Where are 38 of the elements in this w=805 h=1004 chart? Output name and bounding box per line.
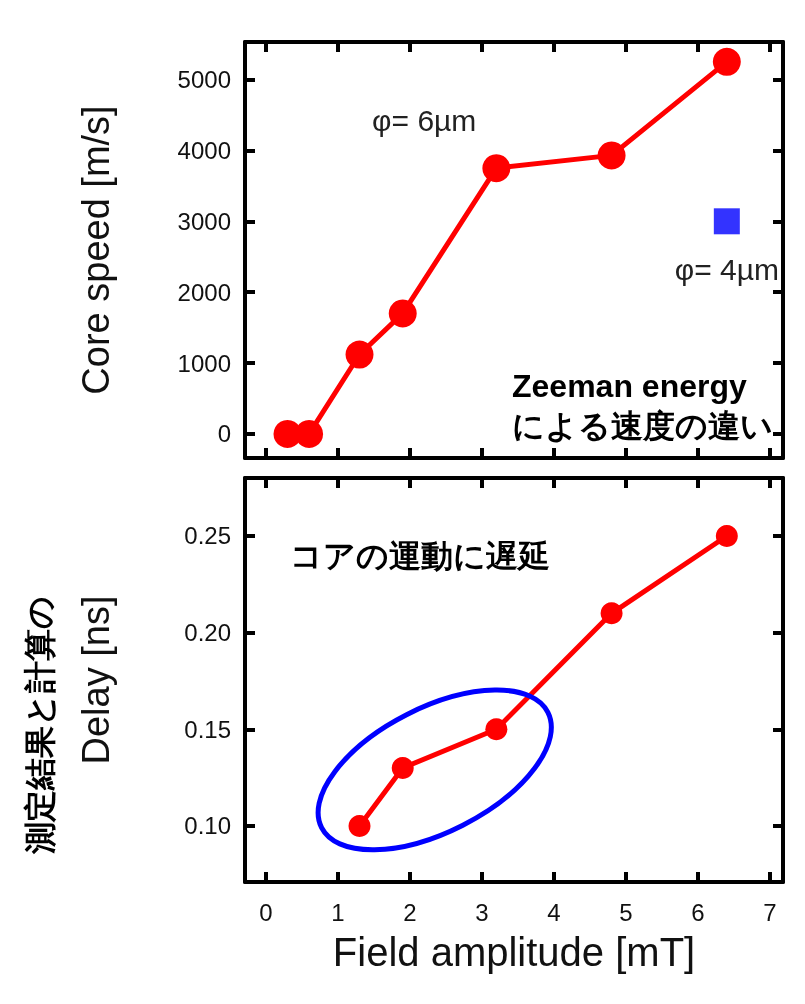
y-tick-label: 3000	[177, 207, 231, 235]
y-tick-label: 0.10	[184, 812, 231, 840]
x-tick-label: 4	[547, 898, 561, 926]
annotation: コアの運動に遅延	[290, 538, 550, 574]
x-tick-label: 6	[691, 898, 705, 926]
point	[485, 718, 508, 741]
series-label: φ= 4µm	[674, 252, 779, 286]
point	[482, 154, 511, 183]
annotation: Zeeman energy による速度の違い	[512, 368, 773, 444]
point	[388, 299, 417, 328]
point	[712, 47, 741, 76]
y-axis-title: Delay [ns]	[75, 595, 117, 765]
y-tick-label: 5000	[177, 66, 231, 94]
point	[715, 525, 738, 547]
point	[348, 814, 371, 837]
point	[345, 340, 374, 369]
y-axis-title: Core speed [m/s]	[75, 105, 117, 395]
x-tick-label: 3	[475, 898, 489, 926]
y-tick-label: 0.20	[184, 619, 231, 647]
text: 測定結果と計算の	[22, 596, 58, 855]
y-tick-label: 1000	[177, 349, 231, 377]
point	[295, 419, 324, 448]
point	[713, 208, 740, 235]
x-axis-title: Field amplitude [mT]	[332, 930, 696, 974]
point	[597, 141, 626, 170]
x-tick-label: 2	[403, 898, 417, 926]
point	[600, 602, 623, 625]
x-tick-label: 0	[259, 898, 273, 926]
series-label: φ= 6µm	[372, 103, 477, 137]
y-tick-label: 0.25	[184, 522, 231, 550]
point	[391, 756, 414, 779]
x-tick-label: 1	[331, 898, 345, 926]
y-tick-label: 0	[217, 420, 231, 448]
y-tick-label: 4000	[177, 136, 231, 164]
x-tick-label: 7	[763, 898, 777, 926]
x-tick-label: 5	[619, 898, 633, 926]
y-tick-label: 0.15	[184, 715, 231, 743]
y-tick-label: 2000	[177, 278, 231, 306]
